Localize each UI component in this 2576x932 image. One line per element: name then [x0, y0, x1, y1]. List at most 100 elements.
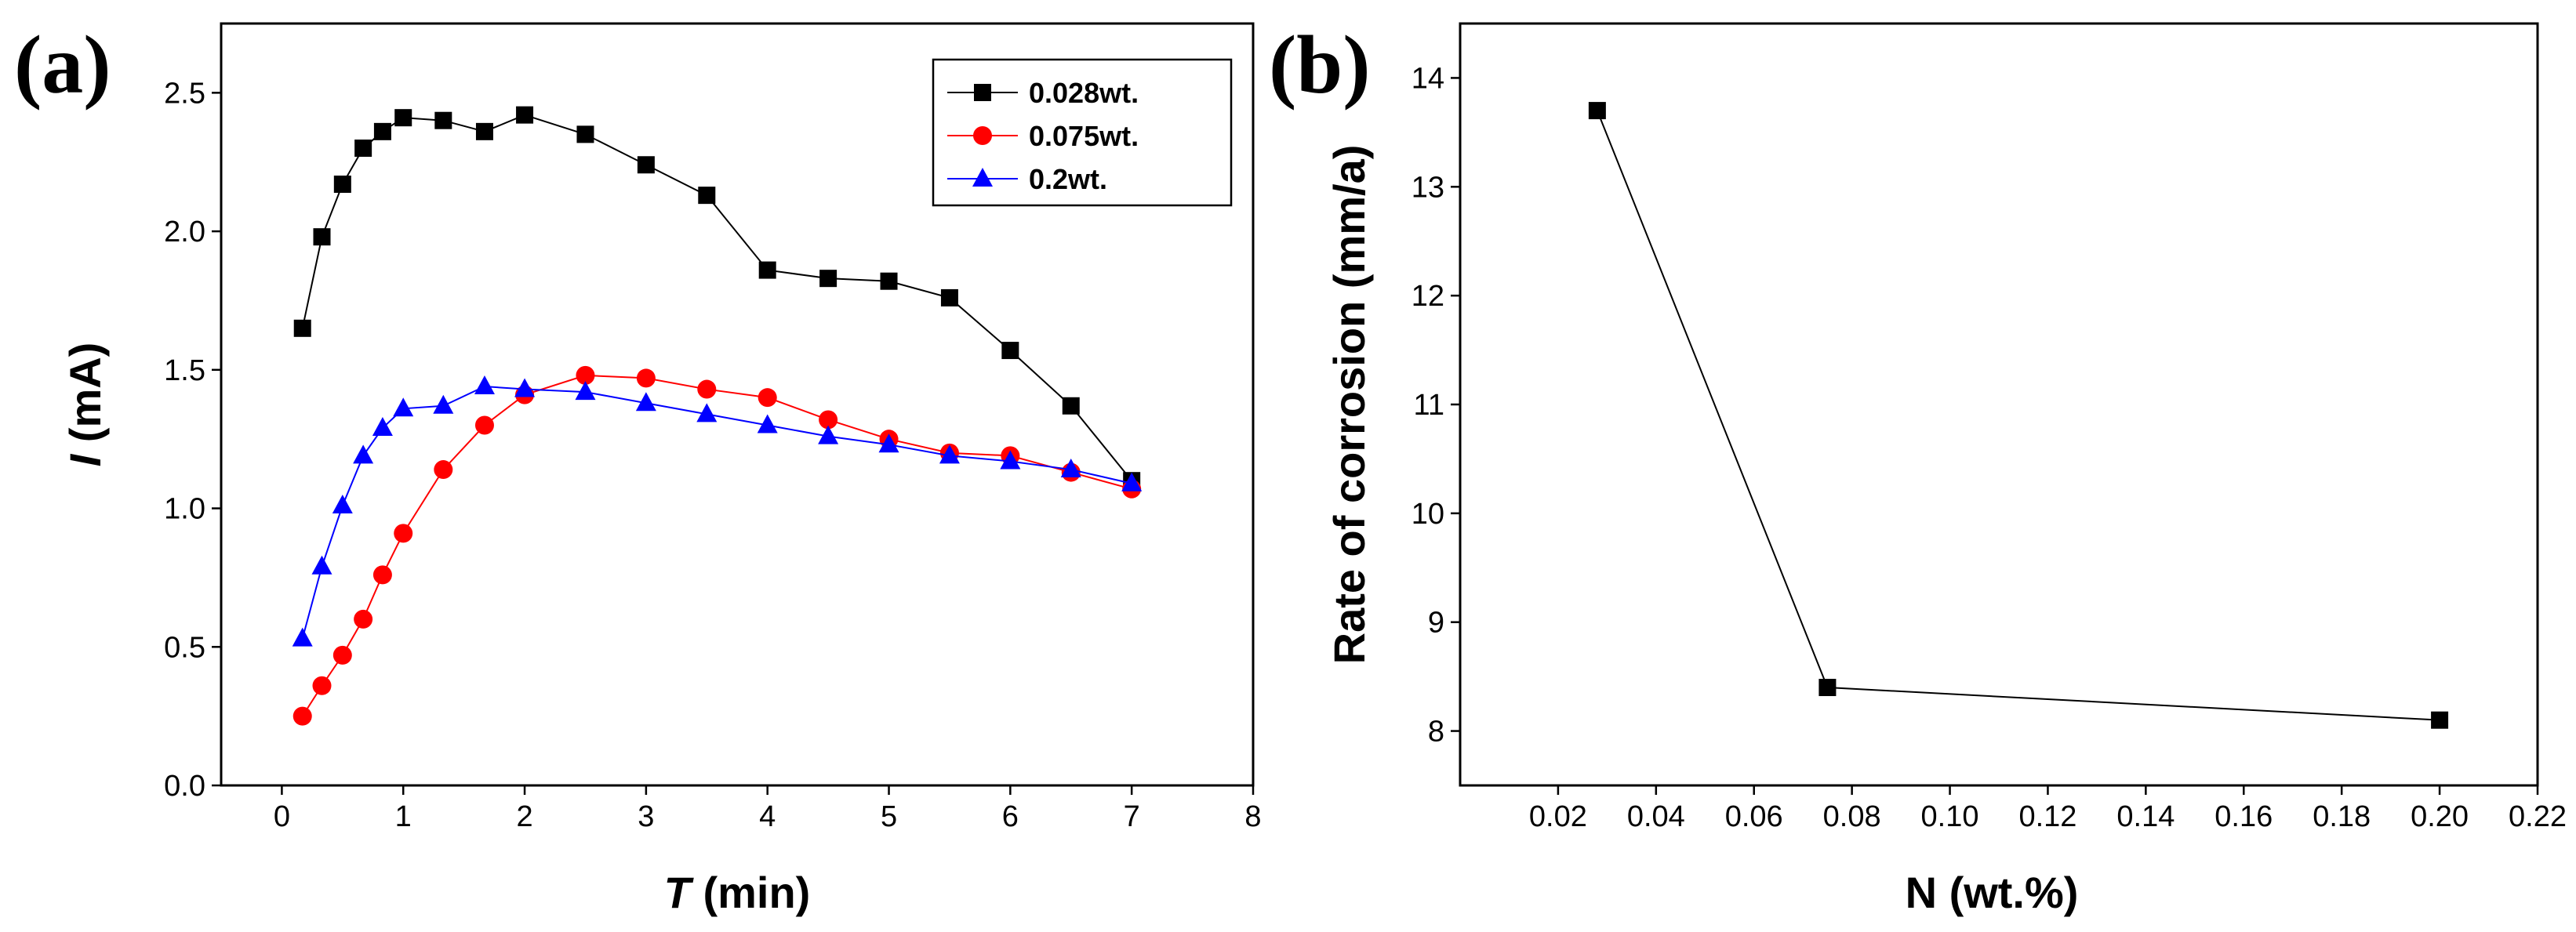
x-tick-label: 0.18: [2313, 800, 2371, 833]
legend-item: 0.028wt.: [947, 77, 1139, 109]
data-point: [312, 676, 332, 695]
y-tick-label: 11: [1414, 389, 1444, 422]
data-point: [372, 417, 393, 437]
data-point: [698, 187, 716, 205]
data-point: [292, 706, 312, 726]
x-tick-label: 0.12: [2018, 800, 2076, 833]
y-tick-label: 10: [1412, 498, 1444, 531]
legend-label: 0.2wt.: [1029, 163, 1107, 195]
data-point: [434, 111, 452, 129]
x-tick-label: 0.20: [2411, 800, 2469, 833]
x-tick-label: 0.14: [2116, 800, 2175, 833]
legend-label: 0.075wt.: [1029, 120, 1139, 152]
data-point: [475, 122, 493, 140]
x-tick-label: 3: [638, 800, 654, 833]
data-point: [2431, 711, 2449, 729]
y-tick-label: 14: [1412, 62, 1444, 95]
data-point: [819, 270, 837, 288]
data-point: [939, 444, 960, 464]
data-point: [1060, 459, 1081, 478]
x-tick-label: 8: [1244, 800, 1261, 833]
legend-item: 0.075wt.: [947, 120, 1139, 152]
data-point: [636, 368, 656, 388]
panel-b-x-ticks: 0.02 0.04 0.06 0.08 0.10 0.12 0.14 0.16 0.18 0.20…: [1529, 785, 2567, 833]
panel-a-plot-frame: [220, 22, 1255, 787]
x-tick-label: 7: [1124, 800, 1140, 833]
data-point: [293, 319, 311, 337]
data-point: [474, 415, 494, 435]
y-tick-label: 2.0: [164, 216, 205, 248]
series-line: [301, 374, 1132, 717]
data-point: [292, 627, 313, 647]
panel-a-y-axis-title: I (mA): [60, 343, 110, 467]
y-tick-label: 9: [1428, 607, 1444, 640]
panel-b-y-axis-title: Rate of corrosion (mm/a): [1324, 145, 1374, 665]
data-point: [394, 524, 413, 543]
legend-marker: [972, 168, 993, 187]
y-tick-label: 0.5: [164, 631, 205, 664]
data-point: [576, 125, 594, 143]
panel-b-plot-frame: [1459, 22, 2539, 787]
panel-a-x-axis-title: T (min): [664, 868, 811, 917]
panel-b-series: [1588, 102, 2449, 729]
y-tick-label: 12: [1412, 280, 1444, 313]
data-point: [818, 425, 839, 444]
data-point: [333, 176, 351, 194]
data-point: [1000, 450, 1021, 470]
data-point: [1062, 397, 1080, 415]
x-tick-label: 0.22: [2509, 800, 2567, 833]
x-tick-label: 6: [1002, 800, 1019, 833]
data-point: [434, 460, 453, 480]
data-point: [393, 397, 414, 417]
y-tick-label: 1.5: [164, 354, 205, 387]
series-0-075wt: [292, 365, 1142, 726]
y-tick-label: 2.5: [164, 77, 205, 110]
data-point: [353, 444, 374, 464]
data-point: [635, 392, 656, 412]
data-point: [516, 106, 534, 124]
panel-b-chart: (b) 0.02 0.04 0.06 0.08 0.10 0.12 0.14 0.16 0.18…: [1269, 19, 2567, 917]
legend-label: 0.028wt.: [1029, 77, 1139, 109]
data-point: [880, 272, 898, 290]
legend-marker: [973, 126, 992, 145]
panel-b-label: (b): [1269, 19, 1371, 111]
data-point: [514, 378, 536, 397]
data-point: [575, 381, 596, 401]
data-point: [757, 414, 778, 433]
series-corrosion-rate: [1588, 102, 2449, 729]
data-point: [819, 410, 838, 430]
data-point: [354, 140, 372, 158]
x-tick-label: 5: [881, 800, 897, 833]
data-point: [433, 394, 454, 414]
data-point: [1588, 102, 1606, 120]
panel-a-series: [292, 106, 1143, 726]
series-line: [1596, 110, 2440, 721]
y-tick-label: 0.0: [164, 770, 205, 803]
data-point: [373, 122, 391, 140]
data-point: [696, 403, 718, 422]
series-0-2wt: [292, 375, 1143, 647]
panel-a-label: (a): [14, 19, 111, 111]
panel-b-x-axis-title: N (wt.%): [1906, 868, 2079, 917]
x-tick-label: 1: [395, 800, 412, 833]
panel-a-chart: (a) 0 1 2 3 4 5 6 7 8 0.0 0.5 1.0 1.5 2.0 2.5 T (min)…: [14, 19, 1262, 917]
data-point: [1818, 679, 1837, 697]
data-point: [372, 565, 392, 585]
panel-a-x-ticks: 0 1 2 3 4 5 6 7 8: [274, 785, 1262, 833]
x-tick-label: 4: [759, 800, 776, 833]
data-point: [332, 495, 353, 514]
data-point: [697, 379, 717, 399]
x-tick-label: 0.10: [1921, 800, 1979, 833]
data-point: [474, 375, 495, 395]
y-tick-label: 8: [1428, 716, 1444, 749]
series-0-028wt: [293, 106, 1141, 490]
data-point: [1001, 342, 1019, 360]
series-line: [301, 386, 1132, 639]
x-tick-label: 0.04: [1627, 800, 1685, 833]
panel-b-y-ticks: 8 9 10 11 12 13 14: [1412, 62, 1460, 749]
legend-item: 0.2wt.: [947, 163, 1107, 195]
data-point: [311, 555, 332, 575]
x-tick-label: 0.16: [2214, 800, 2273, 833]
data-point: [313, 228, 331, 246]
x-tick-label: 0: [274, 800, 290, 833]
